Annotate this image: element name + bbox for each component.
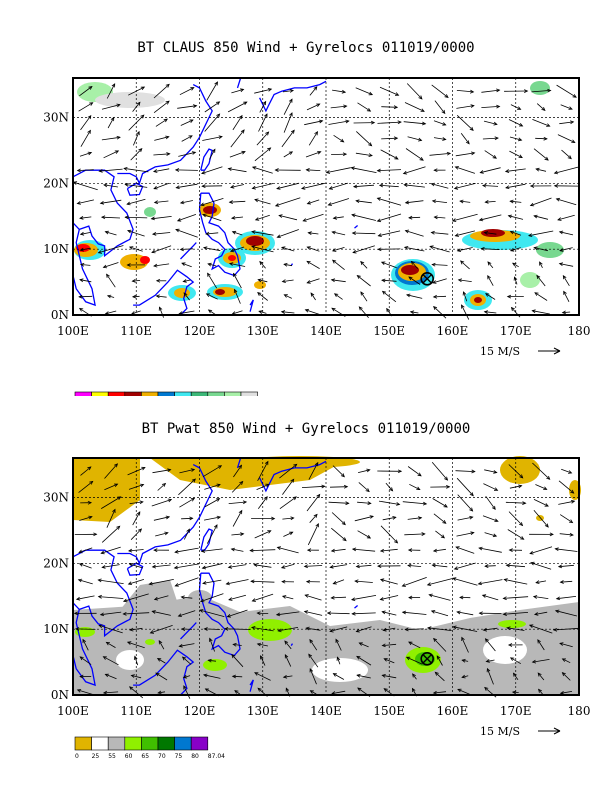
lon-tick-label: 170E [500, 324, 532, 338]
bottom-map-coastlines [72, 457, 359, 696]
top-map-panel: 30N 20N 10N 0N 100E 110E 120E 130E 140E 150E 160E… [43, 77, 591, 396]
lon-tick-label: 180 [568, 704, 591, 718]
lon-tick-label: 100E [57, 324, 89, 338]
colorbar-label: 55 [108, 753, 116, 760]
lon-tick-label: 110E [120, 324, 152, 338]
colorbar-swatch [174, 391, 192, 396]
top-colorbar: 168184200208216230242248264280288 [74, 391, 258, 396]
colorbar-swatch [74, 391, 92, 396]
lat-tick-label: 0N [51, 308, 69, 322]
colorbar-swatch [190, 736, 209, 751]
bottom-gyre-marker-icon [420, 651, 435, 666]
lat-tick-label: 30N [43, 111, 69, 125]
lon-tick-label: 120E [184, 704, 216, 718]
lon-tick-label: 180 [568, 324, 591, 338]
top-map-frame [72, 77, 580, 316]
top-vector-scale-label: 15 M/S [480, 345, 520, 358]
lon-tick-label: 130E [247, 324, 279, 338]
bottom-colorbar: 0 25 55 60 65 70 75 80 87.04 [74, 736, 225, 760]
colorbar-swatch [141, 391, 159, 396]
colorbar-label: 0 [75, 753, 79, 760]
lon-tick-label: 160E [437, 324, 469, 338]
colorbar-label: 65 [141, 753, 149, 760]
colorbar-swatch [91, 736, 109, 751]
colorbar-swatch [141, 736, 159, 751]
lon-tick-label: 170E [500, 704, 532, 718]
colorbar-label: 80 [191, 753, 199, 760]
colorbar-label: 87.04 [208, 753, 225, 760]
lat-tick-label: 20N [43, 556, 69, 570]
bottom-map-gridlines [73, 458, 579, 695]
lat-tick-label: 20N [43, 176, 69, 190]
colorbar-swatch [107, 391, 126, 396]
top-gyre-marker-icon [420, 271, 435, 286]
lat-tick-label: 0N [51, 688, 69, 702]
colorbar-swatch [157, 736, 175, 751]
lon-tick-label: 150E [373, 704, 405, 718]
colorbar-label: 60 [125, 753, 133, 760]
bottom-map-panel: 30N 20N 10N 0N 100E 110E 120E 130E 140E 150E 160E… [43, 456, 591, 760]
colorbar-swatch [174, 736, 192, 751]
pwat-shading [73, 456, 581, 695]
bottom-vector-scale-arrow-icon [538, 727, 561, 735]
lon-tick-label: 160E [437, 704, 469, 718]
bottom-vector-scale-label: 15 M/S [480, 725, 520, 738]
colorbar-label: 25 [92, 753, 100, 760]
bottom-map-wind-vectors [73, 460, 579, 699]
colorbar-label: 70 [158, 753, 166, 760]
top-vector-scale-arrow-icon [538, 347, 561, 355]
colorbar-swatch [124, 736, 142, 751]
colorbar-swatch [240, 391, 258, 396]
colorbar-label: 75 [175, 753, 183, 760]
top-map-wind-vectors [72, 81, 579, 320]
lon-tick-label: 130E [247, 704, 279, 718]
top-map-coastlines [72, 77, 359, 316]
lon-tick-label: 110E [120, 704, 152, 718]
colorbar-swatch [190, 391, 209, 396]
lat-tick-label: 10N [43, 242, 69, 256]
bottom-map-frame [72, 457, 580, 696]
lon-tick-label: 140E [310, 324, 342, 338]
top-map-title: BT CLAUS 850 Wind + Gyrelocs 011019/0000 [137, 40, 475, 56]
lon-tick-label: 140E [310, 704, 342, 718]
lat-tick-label: 10N [43, 622, 69, 636]
top-map-gridlines [73, 78, 579, 315]
lon-tick-label: 120E [184, 324, 216, 338]
colorbar-swatch [207, 391, 225, 396]
colorbar-swatch [224, 391, 242, 396]
lon-tick-label: 100E [57, 704, 89, 718]
colorbar-swatch [91, 391, 109, 396]
colorbar-swatch [107, 736, 126, 751]
colorbar-swatch [124, 391, 142, 396]
colorbar-swatch [74, 736, 92, 751]
lon-tick-label: 150E [373, 324, 405, 338]
lat-tick-label: 30N [43, 491, 69, 505]
claus-shading [74, 81, 564, 310]
colorbar-swatch [157, 391, 175, 396]
bottom-map-title: BT Pwat 850 Wind + Gyrelocs 011019/0000 [141, 421, 471, 437]
